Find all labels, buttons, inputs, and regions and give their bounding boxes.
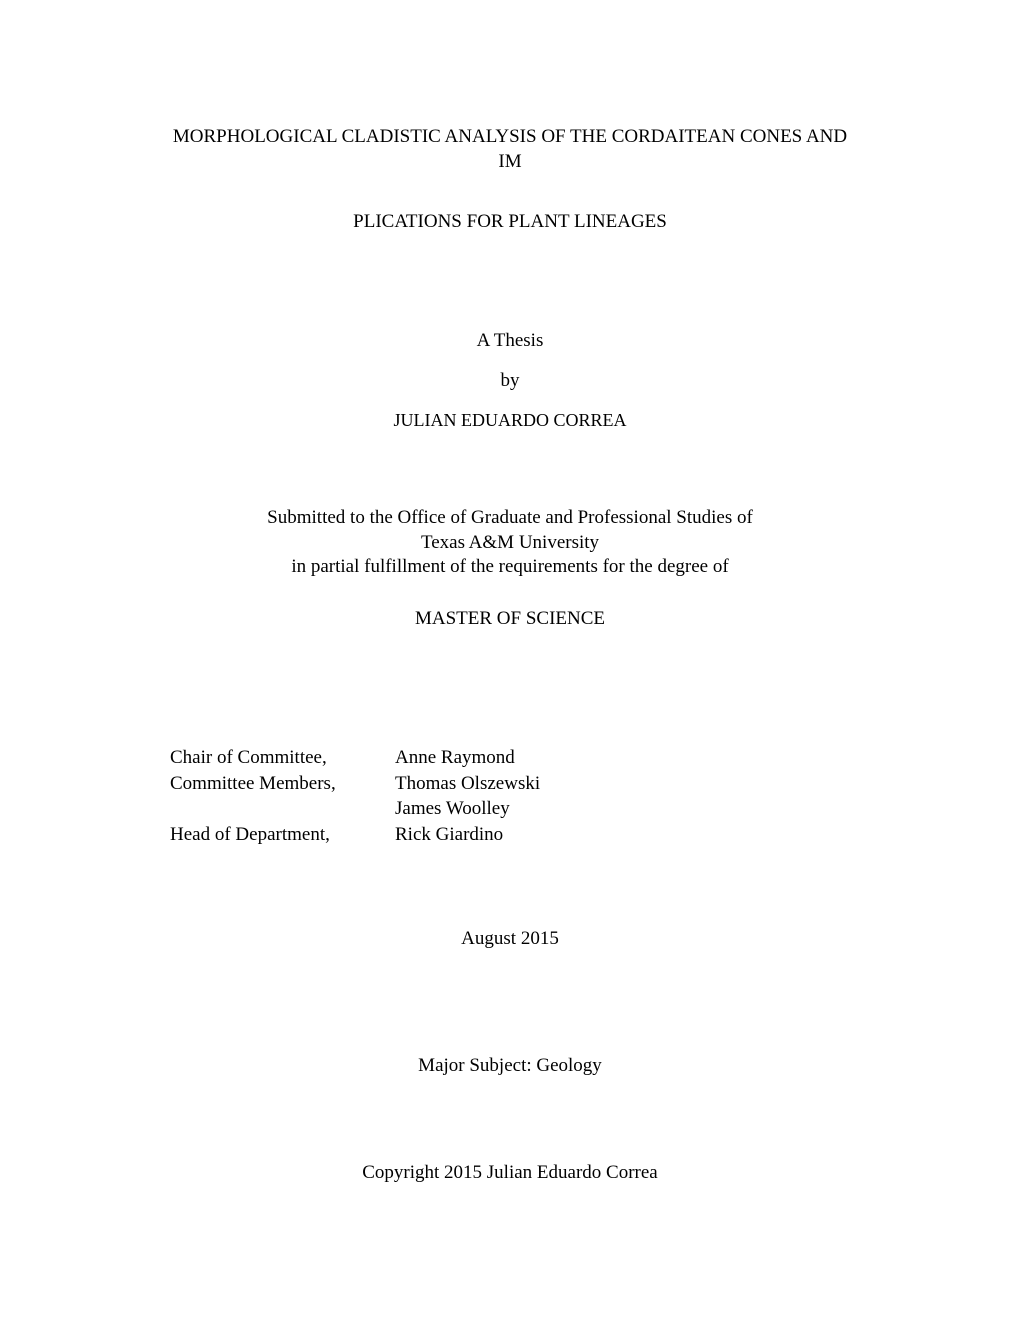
date-text: August 2015 [170, 928, 850, 950]
head-department-row: Head of Department, Rick Giardino [170, 822, 850, 848]
degree-block: MASTER OF SCIENCE [170, 608, 850, 630]
member-2-name: James Woolley [395, 796, 850, 822]
submission-line-1: Submitted to the Office of Graduate and … [170, 506, 850, 531]
degree-name: MASTER OF SCIENCE [170, 608, 850, 630]
thesis-title-page: MORPHOLOGICAL CLADISTIC ANALYSIS OF THE … [0, 0, 1020, 1320]
chair-name: Anne Raymond [395, 745, 850, 771]
committee-chair-row: Chair of Committee, Anne Raymond [170, 745, 850, 771]
committee-block: Chair of Committee, Anne Raymond Committ… [170, 745, 850, 848]
date-block: August 2015 [170, 928, 850, 950]
empty-label [170, 796, 395, 822]
subject-text: Major Subject: Geology [170, 1055, 850, 1077]
head-name: Rick Giardino [395, 822, 850, 848]
submission-block: Submitted to the Office of Graduate and … [170, 506, 850, 580]
thesis-block: A Thesis by JULIAN EDUARDO CORREA [170, 330, 850, 431]
author-name: JULIAN EDUARDO CORREA [170, 410, 850, 431]
title-line-1: MORPHOLOGICAL CLADISTIC ANALYSIS OF THE … [170, 125, 850, 174]
title-line-2: PLICATIONS FOR PLANT LINEAGES [170, 210, 850, 235]
subject-block: Major Subject: Geology [170, 1055, 850, 1077]
title-block: MORPHOLOGICAL CLADISTIC ANALYSIS OF THE … [170, 125, 850, 235]
copyright-block: Copyright 2015 Julian Eduardo Correa [170, 1162, 850, 1184]
members-label: Committee Members, [170, 771, 395, 797]
by-label: by [170, 370, 850, 392]
thesis-label: A Thesis [170, 330, 850, 352]
copyright-text: Copyright 2015 Julian Eduardo Correa [170, 1162, 850, 1184]
committee-members-row: Committee Members, Thomas Olszewski [170, 771, 850, 797]
committee-member2-row: James Woolley [170, 796, 850, 822]
submission-line-3: in partial fulfillment of the requiremen… [170, 555, 850, 580]
head-label: Head of Department, [170, 822, 395, 848]
chair-label: Chair of Committee, [170, 745, 395, 771]
submission-line-2: Texas A&M University [170, 531, 850, 556]
member-1-name: Thomas Olszewski [395, 771, 850, 797]
